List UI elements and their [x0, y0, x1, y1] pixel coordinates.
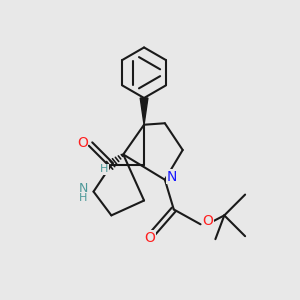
Text: N: N: [167, 170, 178, 184]
Text: O: O: [77, 136, 88, 150]
Text: H: H: [79, 193, 87, 202]
Text: N: N: [78, 182, 88, 195]
Text: O: O: [202, 214, 213, 228]
Text: H: H: [100, 164, 108, 174]
Text: O: O: [145, 231, 155, 245]
Polygon shape: [140, 98, 148, 125]
